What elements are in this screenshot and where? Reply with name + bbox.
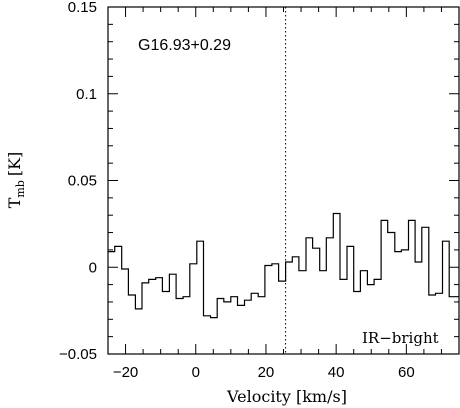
category-label: IR−bright <box>362 329 439 347</box>
y-axis-label-main: T <box>5 197 24 208</box>
x-tick-label: 0 <box>192 364 200 381</box>
y-axis-label: Tmb [K] <box>5 152 27 209</box>
x-tick-label: 40 <box>328 364 345 381</box>
spectrum-line <box>108 212 459 319</box>
x-axis-label: Velocity [km/s] <box>226 387 347 406</box>
y-tick-label: 0.15 <box>68 0 97 16</box>
x-tick-label: 20 <box>258 364 275 381</box>
y-tick-label: 0 <box>89 259 97 276</box>
y-tick-label: 0.05 <box>68 173 97 190</box>
tick-labels: −20 0 20 40 60 −0.05 0 0.05 0.1 0.15 <box>59 0 415 381</box>
plot-area <box>107 6 460 355</box>
x-tick-label: 60 <box>398 364 415 381</box>
svg-text:Tmb[K]: Tmb [K] <box>5 152 27 209</box>
plot-frame <box>107 6 460 355</box>
y-axis-label-unit: [K] <box>5 152 24 176</box>
source-label: G16.93+0.29 <box>138 37 231 54</box>
y-tick-label: 0.1 <box>76 86 97 103</box>
x-tick-label: −20 <box>113 364 138 381</box>
y-axis-label-sub: mb <box>14 180 27 197</box>
axis-ticks <box>107 6 460 355</box>
y-tick-label: −0.05 <box>59 346 97 363</box>
